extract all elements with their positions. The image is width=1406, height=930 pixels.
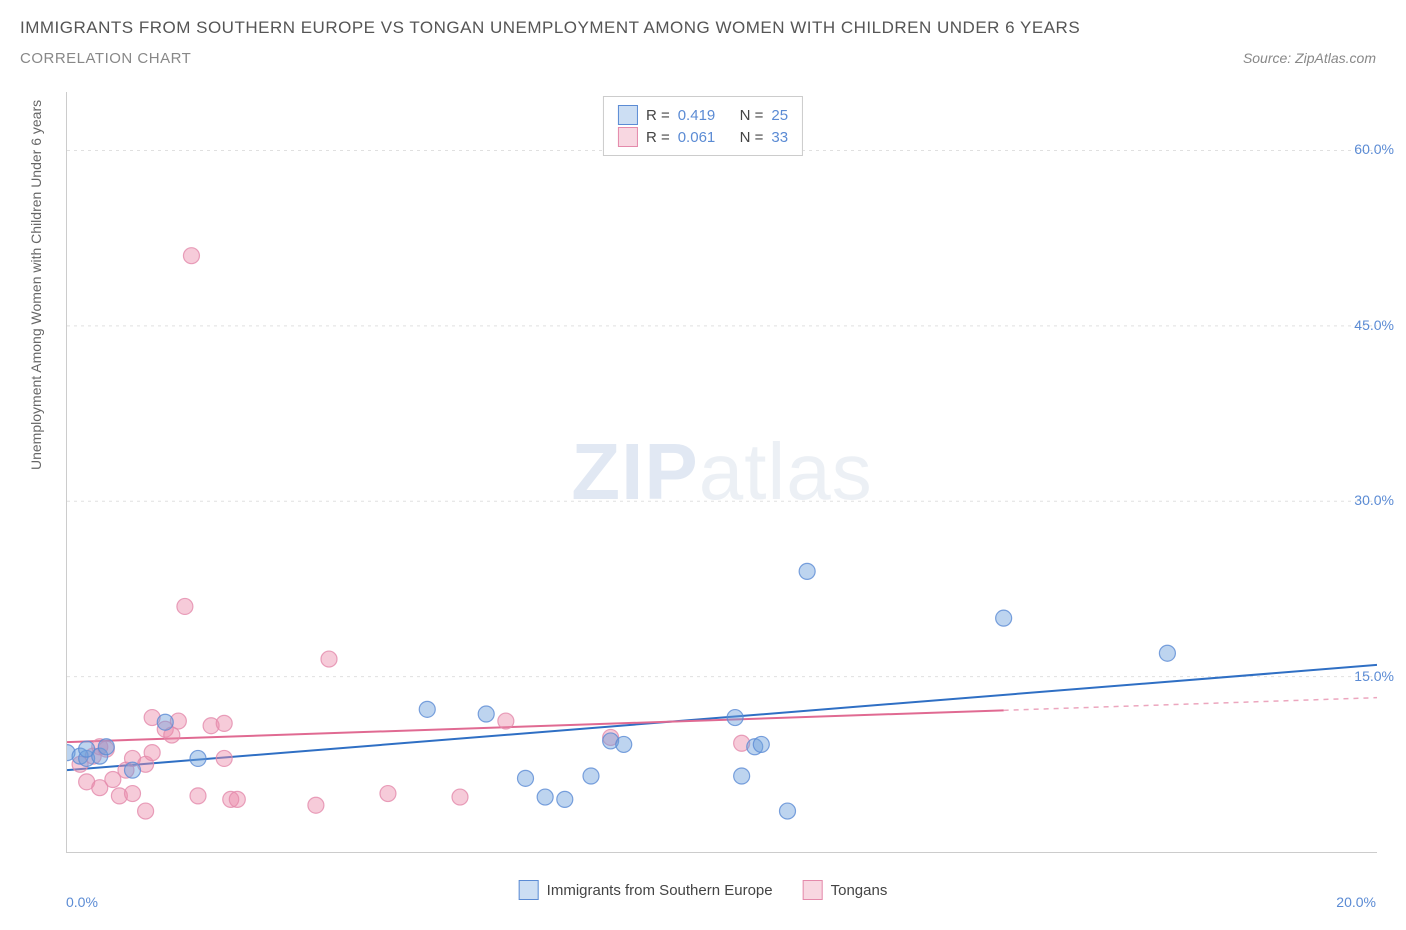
chart-subtitle: CORRELATION CHART: [20, 50, 191, 67]
plot-area: ZIPatlas: [66, 92, 1377, 853]
swatch-pink: [618, 127, 638, 147]
y-tick-label: 60.0%: [1354, 141, 1394, 157]
y-tick-label: 15.0%: [1354, 668, 1394, 684]
y-axis-label: Unemployment Among Women with Children U…: [28, 100, 44, 470]
correlation-legend: R = 0.419 N = 25 R = 0.061 N = 33: [603, 96, 803, 156]
scatter-svg: [67, 92, 1377, 852]
legend-label-pink: Tongans: [831, 882, 888, 899]
swatch-blue: [618, 105, 638, 125]
n-label: N =: [740, 129, 764, 146]
legend-item-blue: Immigrants from Southern Europe: [519, 880, 773, 900]
swatch-blue: [519, 880, 539, 900]
legend-label-blue: Immigrants from Southern Europe: [547, 882, 773, 899]
n-value-pink: 33: [771, 129, 788, 146]
chart-title: IMMIGRANTS FROM SOUTHERN EUROPE VS TONGA…: [20, 18, 1080, 38]
n-label: N =: [740, 107, 764, 124]
x-tick-label: 0.0%: [66, 894, 98, 910]
legend-row-blue: R = 0.419 N = 25: [618, 105, 788, 125]
r-value-blue: 0.419: [678, 107, 716, 124]
series-legend: Immigrants from Southern Europe Tongans: [519, 880, 888, 900]
x-tick-label: 20.0%: [1336, 894, 1376, 910]
n-value-blue: 25: [771, 107, 788, 124]
r-value-pink: 0.061: [678, 129, 716, 146]
y-tick-label: 45.0%: [1354, 317, 1394, 333]
r-label: R =: [646, 107, 670, 124]
y-tick-label: 30.0%: [1354, 492, 1394, 508]
source-attribution: Source: ZipAtlas.com: [1243, 50, 1376, 66]
legend-row-pink: R = 0.061 N = 33: [618, 127, 788, 147]
chart-container: IMMIGRANTS FROM SOUTHERN EUROPE VS TONGA…: [0, 0, 1406, 930]
r-label: R =: [646, 129, 670, 146]
swatch-pink: [803, 880, 823, 900]
legend-item-pink: Tongans: [803, 880, 888, 900]
